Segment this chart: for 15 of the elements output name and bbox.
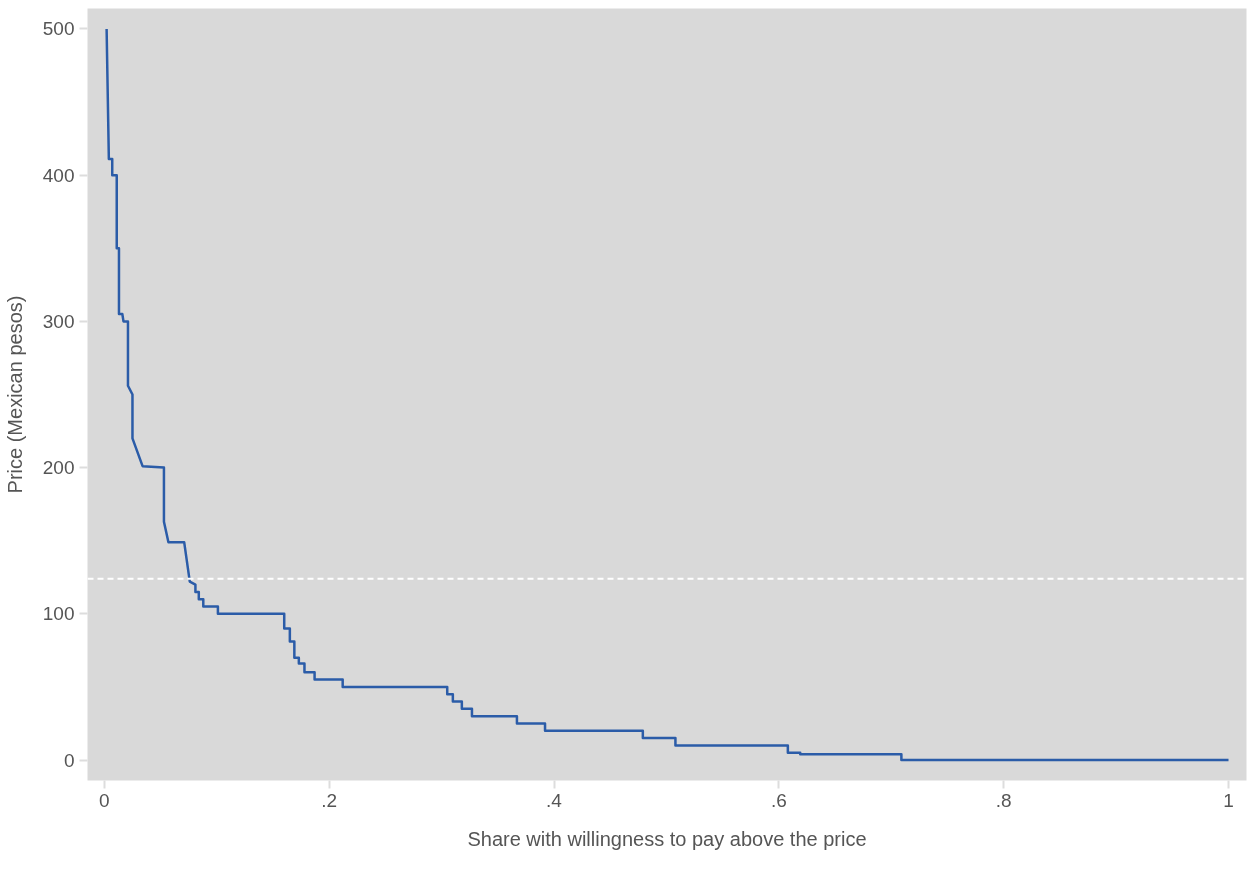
y-axis-title: Price (Mexican pesos) xyxy=(3,295,26,494)
x-tick-label: .6 xyxy=(770,789,787,811)
y-tick-label: 500 xyxy=(42,18,75,40)
y-tick-label: 100 xyxy=(42,603,75,625)
y-tick-label: 300 xyxy=(42,310,75,332)
x-tick-label: .4 xyxy=(546,789,563,811)
x-axis-title: Share with willingness to pay above the price xyxy=(467,827,867,850)
y-tick-label: 0 xyxy=(63,749,75,771)
x-tick-label: 1 xyxy=(1223,789,1234,811)
y-tick-label: 200 xyxy=(42,457,75,479)
x-tick-label: .8 xyxy=(995,789,1012,811)
x-tick-label: .2 xyxy=(321,789,338,811)
x-tick-label: 0 xyxy=(99,789,110,811)
line-series xyxy=(105,27,1230,762)
y-tick-label: 400 xyxy=(42,164,75,186)
